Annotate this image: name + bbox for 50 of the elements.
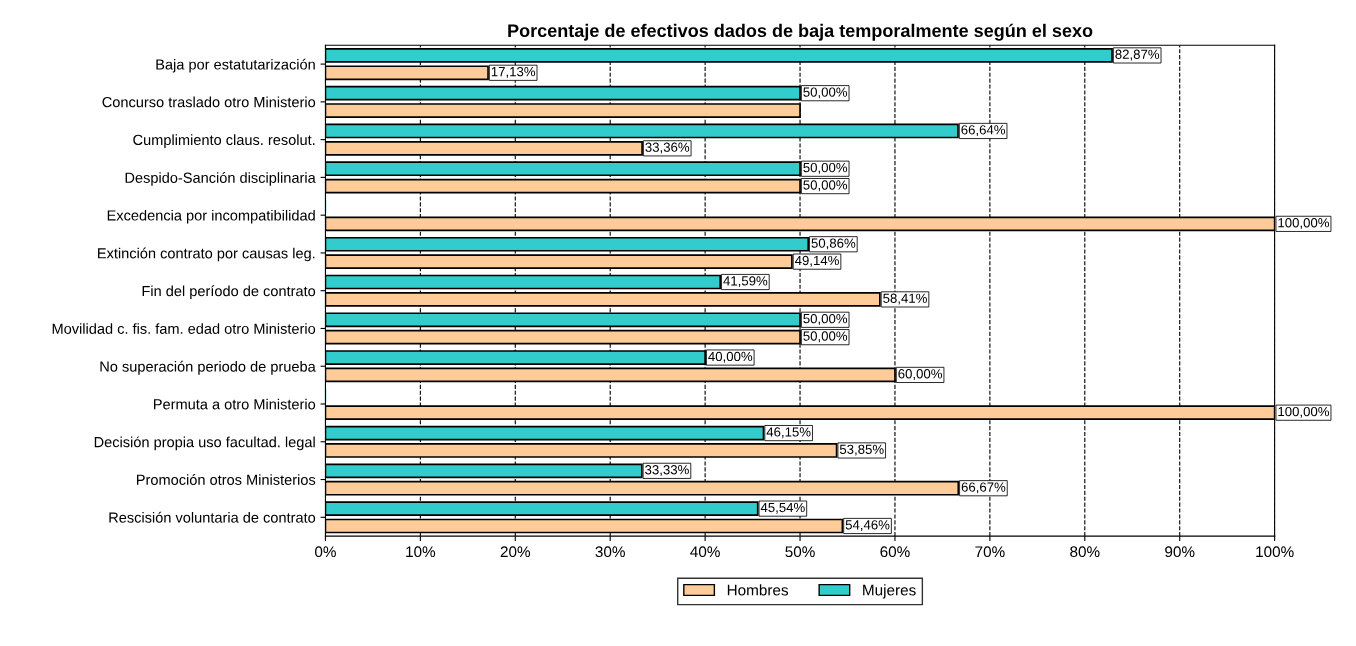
legend-label: Mujeres xyxy=(863,584,916,599)
y-tick-label: Promoción otros Ministerios xyxy=(137,474,316,485)
data-label: 17,13% xyxy=(491,66,536,78)
data-label: 100,00% xyxy=(1278,406,1330,418)
y-tick-label: Despido-Sanción disciplinaria xyxy=(125,172,316,186)
x-tick-label: 90% xyxy=(1165,546,1195,558)
data-label: 100,00% xyxy=(1278,218,1330,229)
x-tick-label: 0% xyxy=(315,546,336,558)
data-label: 50,00% xyxy=(803,87,848,99)
x-tick-label: 20% xyxy=(500,546,531,558)
data-label: 50,00% xyxy=(803,313,848,325)
y-tick-label: Fin del período de contrato xyxy=(142,285,316,300)
data-label: 50,86% xyxy=(811,238,856,250)
data-label: 50,00% xyxy=(803,180,848,192)
y-tick-label: Rescisión voluntaria de contrato xyxy=(109,511,316,523)
y-tick-label: Concurso traslado otro Ministerio xyxy=(102,96,316,108)
data-label: 60,00% xyxy=(898,369,943,381)
data-label: 33,33% xyxy=(645,465,689,476)
y-tick-label: Permuta a otro Ministerio xyxy=(154,398,316,410)
data-label: 82,87% xyxy=(1115,49,1160,61)
legend-label: Hombres xyxy=(727,584,789,596)
y-tick-label: Decisión propia uso facultad. legal xyxy=(94,436,315,451)
y-tick-label: Baja por estatutarización xyxy=(156,58,315,73)
x-tick-label: 40% xyxy=(690,546,720,558)
y-tick-label: Extinción contrato por causas leg. xyxy=(98,247,315,262)
x-tick-label: 10% xyxy=(406,546,436,558)
data-label: 66,64% xyxy=(961,125,1006,137)
data-label: 46,15% xyxy=(766,427,811,439)
data-label: 49,14% xyxy=(794,255,839,267)
y-tick-label: No superación periodo de prueba xyxy=(100,360,316,375)
data-label: 66,67% xyxy=(961,482,1006,494)
y-tick-label: Movilidad c. fis. fam. edad otro Ministerio xyxy=(52,323,316,334)
data-label: 50,00% xyxy=(803,331,848,343)
data-label: 33,36% xyxy=(645,142,690,154)
x-tick-label: 70% xyxy=(975,546,1005,558)
x-tick-label: 30% xyxy=(595,546,625,558)
x-tick-label: 50% xyxy=(785,546,815,558)
data-label: 50,00% xyxy=(803,162,848,174)
x-tick-label: 60% xyxy=(880,546,910,558)
data-label: 40,00% xyxy=(708,351,753,363)
x-tick-label: 80% xyxy=(1070,546,1100,558)
data-label: 58,41% xyxy=(883,293,927,305)
data-label: 45,54% xyxy=(760,502,805,514)
x-tick-label: 100% xyxy=(1256,546,1294,558)
y-tick-label: Excedencia por incompatibilidad xyxy=(107,209,315,224)
chart-title: Porcentaje de efectivos dados de baja temporalmente según el sexo xyxy=(508,23,1093,41)
y-tick-label: Cumplimiento claus. resolut. xyxy=(133,134,315,148)
data-label: 53,85% xyxy=(839,444,884,456)
data-label: 54,46% xyxy=(845,520,890,532)
data-label: 41,59% xyxy=(723,276,768,288)
